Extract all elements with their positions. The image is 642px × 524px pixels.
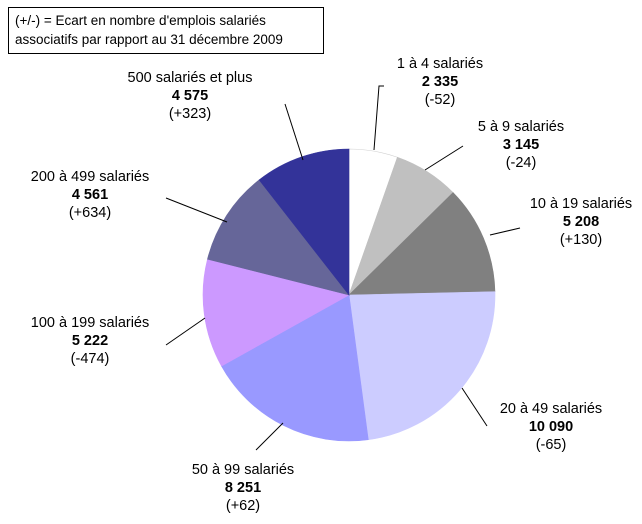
leader-line-4 [461, 387, 488, 427]
slice-change-label-6: (-474) [71, 351, 110, 367]
slice-value-label-4: 10 090 [529, 419, 573, 435]
slice-value-label-1: 2 335 [422, 74, 458, 90]
leader-line-8 [284, 103, 304, 161]
pie-slice-5 [221, 294, 369, 442]
note-line-1: (+/-) = Ecart en nombre d'emplois salari… [15, 13, 266, 28]
slice-category-label-3: 10 à 19 salariés [530, 196, 632, 212]
leader-line-7 [165, 197, 228, 223]
slice-change-label-8: (+323) [169, 106, 211, 122]
slice-change-label-4: (-65) [536, 437, 567, 453]
leader-lines [165, 85, 521, 451]
slice-category-label-6: 100 à 199 salariés [31, 315, 150, 331]
leader-line-3 [489, 227, 521, 236]
pie-slice-7 [207, 179, 350, 296]
slice-value-label-5: 8 251 [225, 480, 261, 496]
slice-category-label-7: 200 à 499 salariés [31, 169, 150, 185]
slice-category-label-5: 50 à 99 salariés [192, 462, 294, 478]
pie-slices [202, 148, 496, 442]
slice-category-label-2: 5 à 9 salariés [478, 119, 564, 135]
slice-change-label-2: (-24) [506, 155, 537, 171]
slice-labels: 1 à 4 salariés 2 335 (-52) 5 à 9 salariés 3 … [31, 56, 632, 514]
note-line-2: associatifs par rapport au 31 décembre 2… [15, 32, 283, 47]
legend-note: (+/-) = Ecart en nombre d'emplois salari… [8, 7, 324, 54]
pie-slice-3 [348, 192, 496, 296]
slice-value-label-8: 4 575 [172, 88, 208, 104]
slice-value-label-3: 5 208 [563, 214, 599, 230]
slice-change-label-1: (-52) [425, 92, 456, 108]
slice-category-label-1: 1 à 4 salariés [397, 56, 483, 72]
slice-change-label-7: (+634) [69, 205, 111, 221]
slice-value-label-2: 3 145 [503, 137, 539, 153]
slice-change-label-5: (+62) [226, 498, 260, 514]
slice-value-label-6: 5 222 [72, 333, 108, 349]
leader-line-2 [424, 145, 464, 171]
slice-change-label-3: (+130) [560, 232, 602, 248]
slice-value-label-7: 4 561 [72, 187, 108, 203]
pie-slice-4 [348, 291, 496, 441]
slice-category-label-4: 20 à 49 salariés [500, 401, 602, 417]
leader-line-6 [165, 317, 206, 346]
leader-line-5 [255, 422, 284, 451]
slice-category-label-8: 500 salariés et plus [128, 70, 253, 86]
leader-line-1 [373, 85, 384, 151]
